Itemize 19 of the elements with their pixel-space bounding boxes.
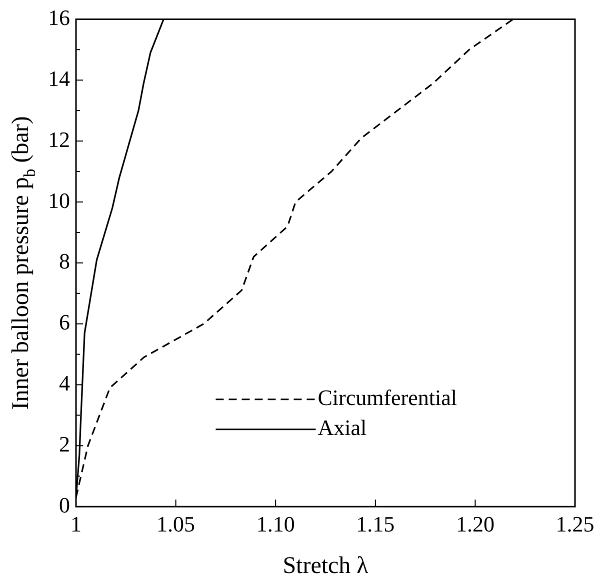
y-axis-title: Inner balloon pressure pb (bar) xyxy=(8,116,40,410)
y-tick-label: 0 xyxy=(59,492,70,518)
y-tick-label: 4 xyxy=(59,370,70,396)
y-tick-label: 6 xyxy=(59,310,70,335)
x-axis-title: Stretch λ xyxy=(282,553,369,579)
y-tick-label: 8 xyxy=(59,248,70,274)
y-tick-label: 16 xyxy=(48,4,70,30)
y-tick-label: 2 xyxy=(59,431,70,456)
y-tick-label: 12 xyxy=(48,126,70,152)
y-tick-label: 10 xyxy=(48,188,70,213)
x-tick-label: 1 xyxy=(70,512,82,537)
x-tick-label: 1.20 xyxy=(456,512,494,537)
x-tick-label: 1.25 xyxy=(556,512,594,537)
legend-label: Circumferential xyxy=(318,385,457,410)
y-tick-label: 14 xyxy=(48,66,70,91)
x-tick-label: 1.15 xyxy=(356,512,395,537)
legend-label: Axial xyxy=(318,415,367,440)
x-tick-label: 1.05 xyxy=(156,512,196,537)
x-tick-label: 1.10 xyxy=(256,512,295,537)
